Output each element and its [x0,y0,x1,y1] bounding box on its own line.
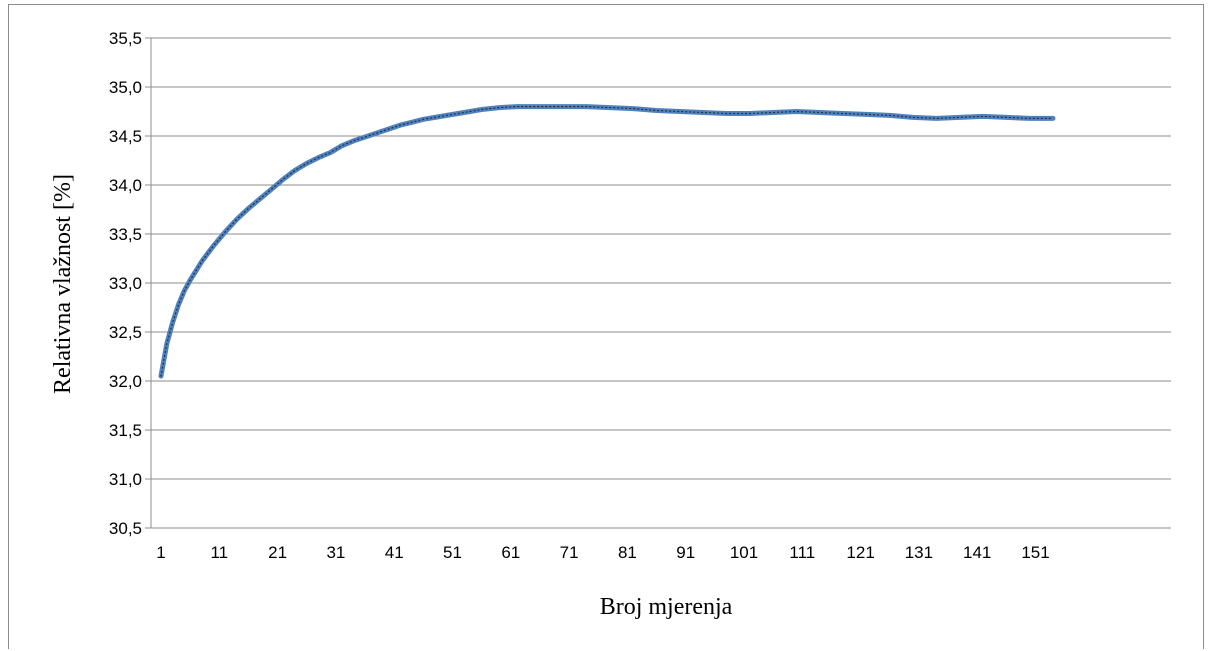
y-tick-label: 34,5 [109,127,142,146]
gridlines [151,37,1171,480]
x-tick-label: 21 [268,543,287,562]
y-tick-labels: 30,5 31,0 31,5 32,0 32,5 33,0 33,5 34,0 34,5 35,0… [109,29,142,538]
x-tick-label: 151 [1021,543,1049,562]
x-tick-labels: 1 11 21 31 41 51 61 71 81 91 101 111 121 131 141 151 [156,543,1049,562]
x-tick-label: 61 [501,543,520,562]
y-tick-label: 30,5 [109,519,142,538]
x-tick-label: 11 [210,543,228,562]
axes [145,37,1171,529]
x-tick-label: 1 [156,543,165,562]
x-tick-label: 71 [560,543,579,562]
x-tick-label: 141 [963,543,991,562]
chart-frame [8,4,1204,649]
x-tick-label: 131 [905,543,933,562]
x-axis-title: Broj mjerenja [600,594,733,620]
x-tick-label: 41 [385,543,404,562]
y-tick-label: 33,5 [109,225,142,244]
y-tick-label: 32,0 [109,372,142,391]
x-tick-label: 51 [443,543,462,562]
x-tick-label: 91 [676,543,695,562]
x-tick-label: 111 [789,543,815,562]
y-axis-title: Relativna vlažnost [%] [50,174,76,394]
x-tick-label: 81 [618,543,637,562]
y-tick-label: 34,0 [109,176,142,195]
series-marker-dots [160,105,1054,377]
y-tick-label: 31,0 [109,470,142,489]
series-line [158,104,1056,379]
y-tick-label: 35,0 [109,78,142,97]
y-tick-label: 33,0 [109,274,142,293]
series-layer [158,104,1056,379]
x-tick-label: 121 [846,543,874,562]
y-tick-label: 35,5 [109,29,142,48]
x-tick-label: 31 [326,543,345,562]
y-tick-label: 31,5 [109,421,142,440]
y-tick-label: 32,5 [109,323,142,342]
x-tick-label: 101 [730,543,758,562]
